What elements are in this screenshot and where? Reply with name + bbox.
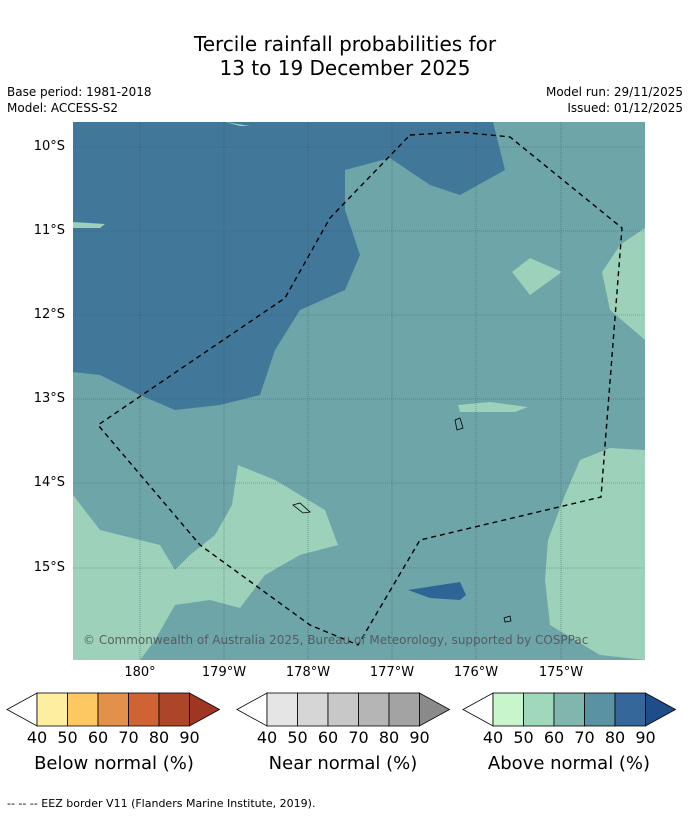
map-region-50-sw — [73, 465, 338, 660]
lon-label: 176°W — [453, 665, 499, 680]
island-outline — [503, 615, 512, 623]
model-run: Model run: 29/11/2025 — [545, 85, 683, 99]
colorbar-segment — [266, 692, 298, 727]
probability-map — [73, 122, 645, 660]
colorbar-extend-low — [236, 692, 268, 727]
colorbar-extend-low — [462, 692, 494, 727]
legend-tick-label: 80 — [604, 728, 626, 747]
lon-label: 175°W — [538, 665, 584, 680]
colorbar-extend-high — [419, 692, 451, 727]
legend-tick-label: 80 — [148, 728, 170, 747]
legend-tick-label: 90 — [179, 728, 200, 747]
legend-tick-label: 70 — [574, 728, 595, 747]
map-region-50-west — [73, 222, 105, 228]
lat-label: 11°S — [33, 223, 65, 238]
colorbar-extend-low — [6, 692, 38, 727]
legend-tick-label: 90 — [409, 728, 430, 747]
eez-border — [96, 131, 623, 646]
chart-title-line1: Tercile rainfall probabilities for — [193, 32, 497, 56]
legend-tick-label: 60 — [317, 728, 339, 747]
colorbar-segment — [128, 692, 160, 727]
colorbar-near-normal — [236, 692, 451, 727]
map-region-50-ne — [602, 228, 645, 340]
legend-tick-label: 50 — [513, 728, 534, 747]
map-region-50-se — [545, 448, 645, 660]
legend-below-label: Below normal (%) — [34, 753, 194, 774]
colorbar-above-normal — [462, 692, 677, 727]
lon-label: 179°W — [201, 665, 247, 680]
colorbar-segment — [158, 692, 190, 727]
colorbar-segment — [297, 692, 329, 727]
colorbar-below-normal — [6, 692, 221, 727]
legend-near-label: Near normal (%) — [268, 753, 418, 774]
legend-tick-label: 50 — [287, 728, 308, 747]
legend-tick-label: 50 — [57, 728, 78, 747]
colorbar-segment — [358, 692, 390, 727]
lat-label: 10°S — [33, 139, 65, 154]
colorbar-segment — [492, 692, 524, 727]
colorbar-extend-high — [189, 692, 221, 727]
map-region-50-patch — [512, 258, 562, 295]
colorbar-segment — [614, 692, 646, 727]
colorbar-segment — [553, 692, 585, 727]
colorbar-segment — [388, 692, 420, 727]
lon-label: 177°W — [369, 665, 415, 680]
colorbar-segment — [327, 692, 359, 727]
lon-label: 180° — [124, 665, 156, 680]
lon-label: 178°W — [285, 665, 331, 680]
colorbar-segment — [36, 692, 68, 727]
legend-tick-label: 90 — [635, 728, 656, 747]
legend-above-label: Above normal (%) — [487, 753, 651, 774]
legend-tick-label: 70 — [348, 728, 369, 747]
island-outline — [454, 417, 464, 431]
base-period: Base period: 1981-2018 — [7, 85, 152, 99]
footer-note: -- -- -- EEZ border V11 (Flanders Marine… — [7, 797, 316, 810]
legend-tick-label: 80 — [378, 728, 400, 747]
lat-label: 14°S — [33, 475, 65, 490]
issued-date: Issued: 01/12/2025 — [567, 101, 683, 115]
legend-tick-label: 70 — [118, 728, 139, 747]
map-region-70 — [73, 122, 505, 410]
colorbar-extend-high — [645, 692, 677, 727]
chart-title-line2: 13 to 19 December 2025 — [219, 56, 471, 80]
colorbar-segment — [584, 692, 616, 727]
map-region-80 — [408, 582, 466, 600]
lat-label: 12°S — [33, 307, 65, 322]
map-region-50-top — [225, 122, 250, 126]
colorbar-segment — [523, 692, 555, 727]
legend-tick-label: 60 — [87, 728, 109, 747]
colorbar-segment — [97, 692, 129, 727]
legend-tick-label: 40 — [256, 728, 278, 747]
model-name: Model: ACCESS-S2 — [7, 101, 119, 115]
legend-tick-label: 40 — [26, 728, 48, 747]
colorbar-segment — [67, 692, 99, 727]
island-outline — [292, 502, 311, 514]
map-region-50-strip — [458, 402, 528, 412]
lat-label: 15°S — [33, 560, 65, 575]
lat-label: 13°S — [33, 391, 65, 406]
legend-tick-label: 40 — [482, 728, 504, 747]
copyright-notice: © Commonwealth of Australia 2025, Bureau… — [83, 633, 589, 647]
legend-tick-label: 60 — [543, 728, 565, 747]
legend-colorbars — [6, 692, 677, 727]
